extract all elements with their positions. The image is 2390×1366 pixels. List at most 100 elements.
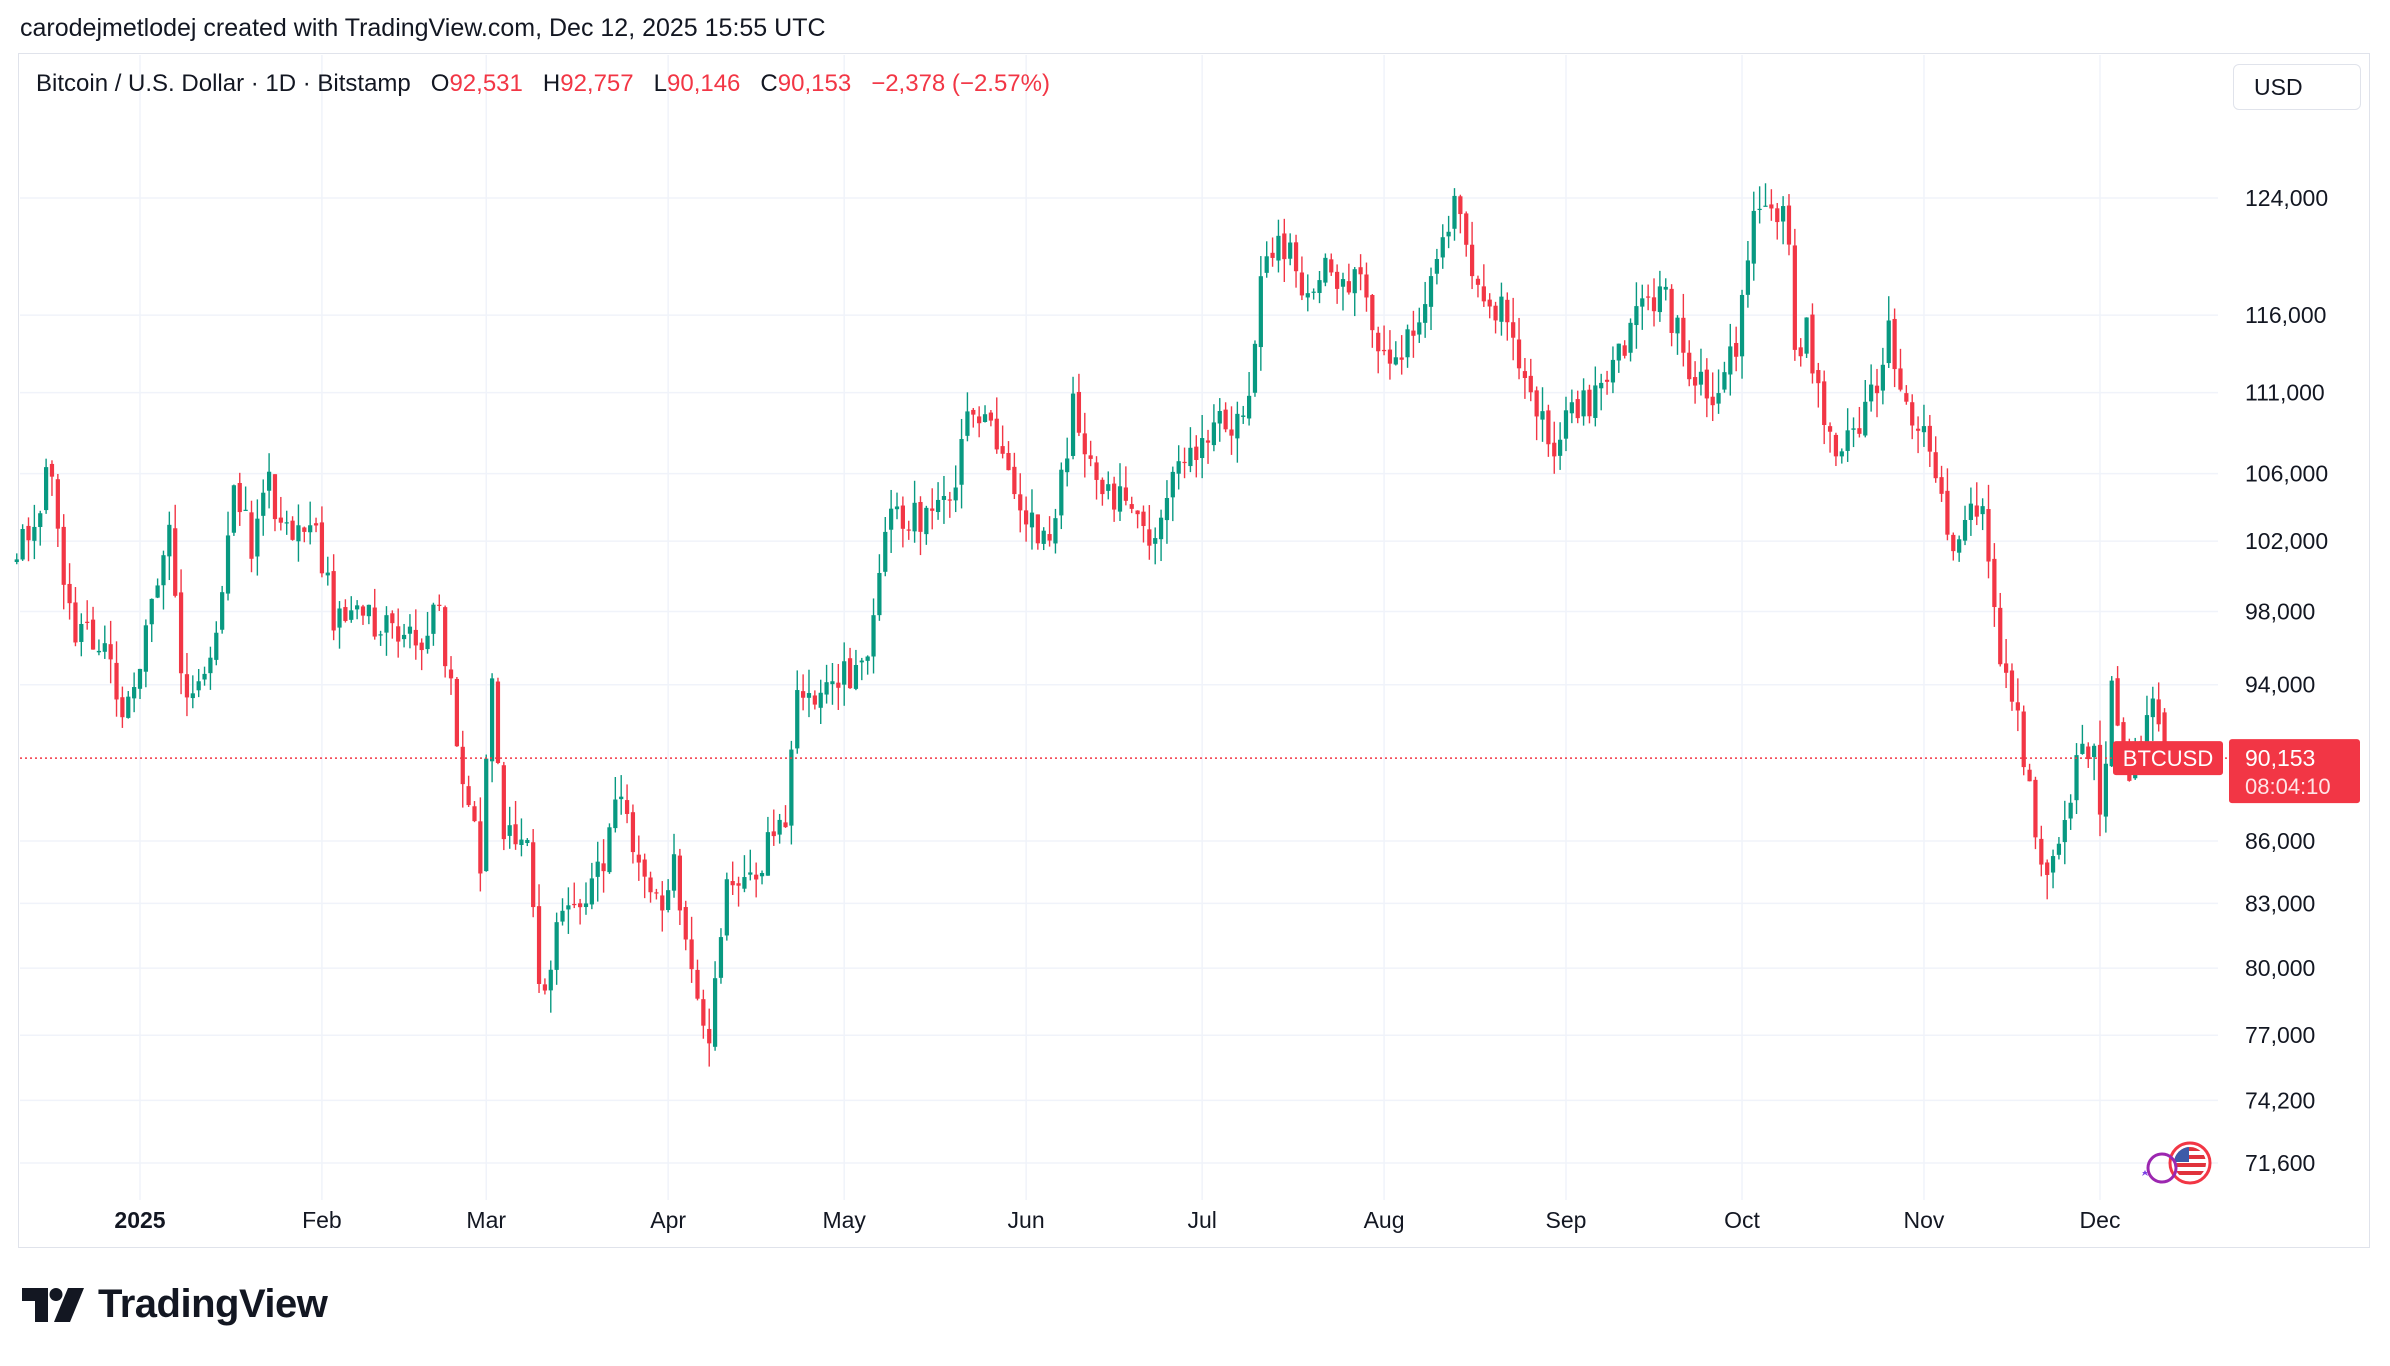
candle-down — [1974, 482, 1979, 526]
candle-down — [754, 862, 759, 898]
candle-body — [865, 656, 870, 661]
candle-body — [437, 604, 442, 606]
candle-up — [137, 668, 143, 700]
candle-down — [1833, 432, 1839, 467]
candle-body — [1158, 517, 1164, 540]
candle-up — [2050, 849, 2056, 889]
candle-body — [1487, 299, 1492, 307]
candle-up — [38, 510, 43, 546]
candle-body — [1757, 208, 1762, 211]
candle-down — [771, 809, 776, 846]
candle-up — [853, 649, 859, 691]
high-label: H — [542, 70, 561, 97]
time-tick-label: Sep — [1546, 1207, 1587, 1233]
candle-body — [1235, 413, 1240, 439]
candle-up — [1499, 282, 1504, 336]
candle-up — [401, 623, 407, 648]
candle-body — [1170, 471, 1175, 498]
candle-body — [261, 492, 266, 516]
candle-down — [2027, 763, 2032, 782]
candle-body — [196, 681, 201, 691]
candle-up — [167, 511, 172, 581]
candle-down — [642, 853, 647, 899]
candle-down — [2156, 682, 2161, 732]
candle-body — [771, 831, 776, 837]
candle-up — [132, 672, 137, 713]
candle-body — [1534, 390, 1539, 417]
candle-body — [90, 619, 96, 650]
candle-up — [1886, 296, 1891, 368]
candle-body — [2115, 678, 2120, 726]
candle-body — [108, 644, 113, 660]
candle-body — [1464, 213, 1469, 245]
candle-down — [1293, 234, 1299, 288]
candle-up — [765, 816, 771, 876]
candle-down — [237, 472, 242, 526]
price-tick-label: 111,000 — [2245, 380, 2325, 406]
candle-down — [801, 674, 806, 711]
candle-body — [225, 535, 231, 594]
crescent-moon-icon — [2142, 1152, 2178, 1184]
candle-down — [1604, 370, 1610, 395]
candle-body — [930, 508, 935, 511]
candle-up — [742, 855, 747, 893]
candle-down — [1135, 510, 1140, 529]
candle-body — [1604, 379, 1610, 382]
candle-down — [900, 496, 905, 548]
candle-body — [2027, 769, 2032, 782]
candle-body — [1200, 438, 1205, 459]
candle-down — [542, 978, 548, 995]
candle-body — [143, 625, 148, 672]
candle-up — [525, 838, 530, 847]
candle-up — [155, 578, 160, 599]
low-value: 90,146 — [667, 70, 741, 97]
candle-body — [783, 822, 788, 828]
candle-body — [900, 505, 905, 529]
candle-body — [61, 526, 66, 585]
candle-body — [2045, 862, 2050, 875]
candle-down — [501, 761, 506, 851]
candle-down — [290, 516, 295, 541]
candle-up — [1440, 224, 1445, 269]
candle-up — [1593, 366, 1598, 427]
candle-up — [1980, 498, 1985, 531]
candle-body — [1241, 415, 1246, 417]
candle-body — [924, 507, 929, 535]
candle-up — [32, 504, 37, 560]
candle-up — [284, 510, 289, 535]
candle-down — [701, 989, 706, 1039]
candle-down — [184, 653, 190, 717]
candle-down — [2021, 705, 2026, 776]
candle-body — [478, 821, 483, 874]
symbol-title[interactable]: Bitcoin / U.S. Dollar · 1D · Bitstamp — [36, 70, 411, 97]
candle-up — [489, 673, 495, 783]
candle-body — [630, 812, 636, 853]
candle-body — [1100, 479, 1105, 495]
candle-up — [2080, 724, 2085, 755]
candle-body — [1094, 462, 1099, 480]
candle-up — [425, 611, 430, 654]
candle-up — [2103, 741, 2108, 833]
candle-down — [1376, 326, 1381, 374]
candle-body — [1417, 322, 1422, 335]
candle-body — [1106, 484, 1111, 491]
candle-body — [1499, 296, 1504, 322]
candle-body — [677, 855, 682, 911]
candle-body — [912, 502, 917, 532]
candle-up — [607, 823, 612, 874]
candle-body — [707, 1028, 712, 1044]
candle-up — [2056, 837, 2062, 860]
candle-up — [308, 501, 313, 545]
currency-button[interactable]: USD — [2233, 64, 2361, 110]
candle-down — [1786, 194, 1792, 256]
candle-body — [1669, 288, 1674, 333]
candle-down — [437, 594, 442, 611]
candle-body — [589, 878, 594, 905]
candle-up — [548, 960, 553, 1013]
candle-body — [1522, 371, 1528, 379]
candle-down — [313, 517, 319, 533]
price-chart[interactable]: 71,600 74,200 77,000 80,000 83,000 86,000 94,0… — [0, 0, 2390, 1260]
candle-body — [1018, 494, 1023, 511]
candle-body — [1505, 299, 1510, 323]
candle-body — [1798, 347, 1803, 357]
